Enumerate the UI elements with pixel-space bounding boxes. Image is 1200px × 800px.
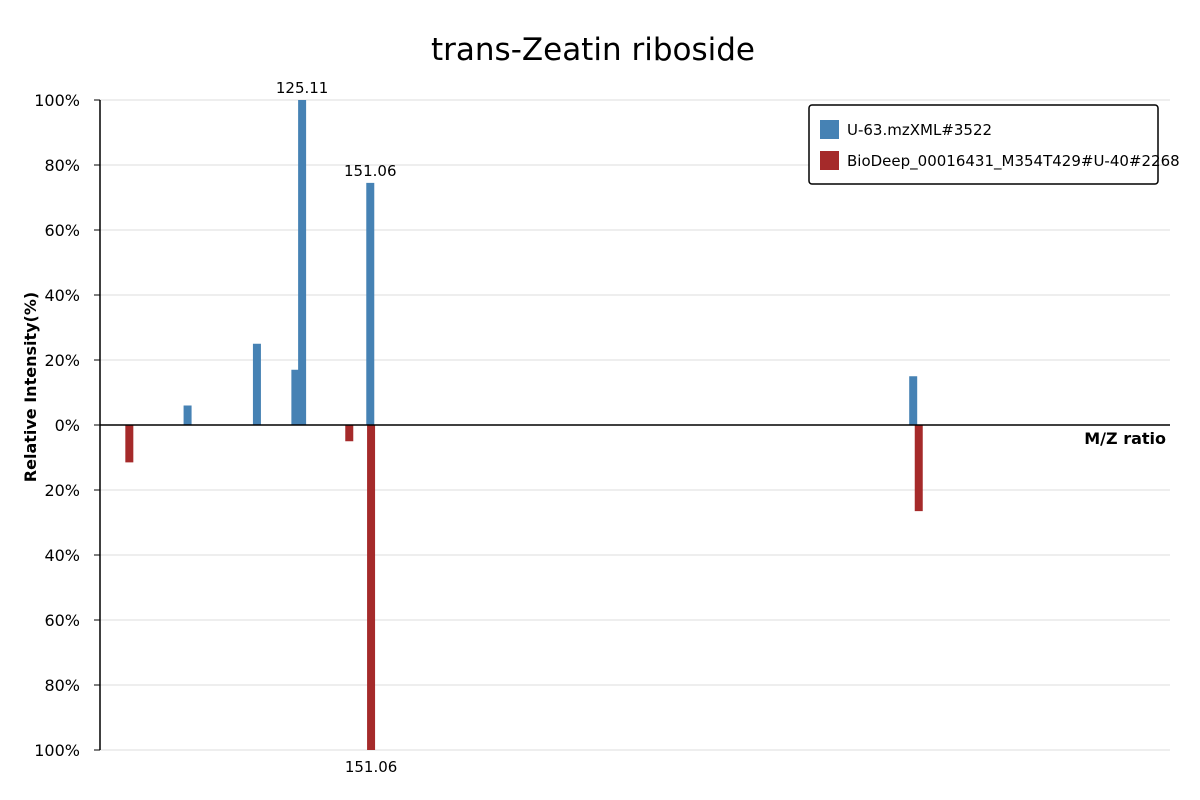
reference-peak-bar (367, 425, 376, 750)
y-tick-label: 60% (44, 221, 80, 240)
query-peak-bar (366, 182, 375, 425)
query-peak-bar (183, 405, 192, 425)
reference-peak-bar (345, 425, 354, 442)
legend-label-query: U-63.mzXML#3522 (847, 121, 992, 139)
y-tick-label: 80% (44, 676, 80, 695)
y-tick-labels: 100% 80% 60% 40% 20% 0% 20% 40% 60% 80% 100% (34, 91, 100, 760)
legend-swatch-reference (820, 151, 839, 170)
y-tick-label: 40% (44, 546, 80, 565)
y-tick-label: 20% (44, 481, 80, 500)
y-tick-label: 40% (44, 286, 80, 305)
reference-peak-bar (125, 425, 134, 463)
query-peak-bar (291, 369, 300, 425)
legend-swatch-query (820, 120, 839, 139)
query-peak-label: 151.06 (344, 162, 397, 180)
peak-labels: 125.11 151.06 151.06 (276, 79, 397, 776)
chart-title: trans-Zeatin riboside (431, 32, 755, 68)
query-peak-bar (909, 376, 918, 425)
query-peak-bar (252, 343, 261, 425)
y-axis-title: Relative Intensity(%) (21, 292, 40, 482)
x-axis-title: M/Z ratio (1084, 429, 1166, 448)
query-peak-bar (298, 100, 307, 425)
reference-peak-label: 151.06 (345, 758, 398, 776)
y-tick-label: 0% (55, 416, 80, 435)
y-tick-label: 100% (34, 741, 80, 760)
y-tick-label: 60% (44, 611, 80, 630)
y-tick-label: 100% (34, 91, 80, 110)
legend: U-63.mzXML#3522 BioDeep_00016431_M354T42… (808, 104, 1180, 185)
legend-label-reference: BioDeep_00016431_M354T429#U-40#2268 (847, 152, 1180, 171)
query-peak-label: 125.11 (276, 79, 329, 97)
reference-peak-bar (914, 425, 923, 512)
legend-frame (808, 104, 1159, 185)
spectrum-bars (125, 100, 923, 750)
y-tick-label: 80% (44, 156, 80, 175)
axes (99, 100, 1170, 750)
y-tick-label: 20% (44, 351, 80, 370)
